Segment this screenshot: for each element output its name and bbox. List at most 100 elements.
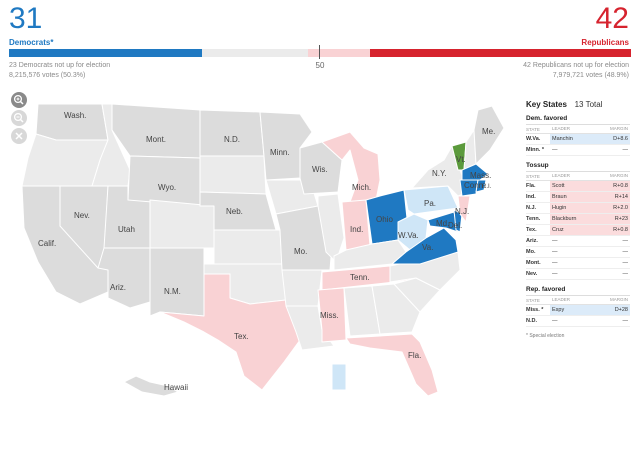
label-mo: Mo. <box>294 247 307 256</box>
col-leader: LEADER <box>552 126 571 131</box>
label-fla: Fla. <box>408 351 421 360</box>
row-margin: R+23 <box>602 214 630 224</box>
table-row[interactable]: Nev. — — <box>526 269 630 280</box>
majority-label: 50 <box>315 61 325 70</box>
state-texas[interactable] <box>159 273 301 391</box>
state-mississippi[interactable] <box>317 287 347 343</box>
state-new-jersey[interactable] <box>457 195 471 223</box>
row-leader: — <box>552 271 558 277</box>
state-maryland[interactable] <box>427 211 459 233</box>
state-virginia[interactable] <box>391 227 459 265</box>
dem-note: 23 Democrats not up for election 8,215,5… <box>9 61 110 81</box>
special-election-inset[interactable] <box>331 363 347 391</box>
row-leader: Braun <box>550 192 602 202</box>
row-state: Ariz. <box>526 238 538 244</box>
state-washington[interactable] <box>35 103 109 141</box>
dem-not-up-note: 23 Democrats not up for election <box>9 62 111 69</box>
table-row[interactable]: Mo. — — <box>526 247 630 258</box>
table-row[interactable]: Mont. — — <box>526 258 630 269</box>
col-state: STATE <box>526 126 540 132</box>
rep-not-up-note: 42 Republicans not up for election <box>523 62 629 69</box>
state-colorado[interactable] <box>149 199 215 249</box>
panel-title: Key States <box>526 100 567 109</box>
label-utah: Utah <box>118 225 135 234</box>
state-arkansas[interactable] <box>281 269 323 307</box>
state-connecticut[interactable] <box>459 179 479 197</box>
col-state: STATE <box>526 297 540 303</box>
label-del: Del. <box>448 221 462 230</box>
row-state: Tex. <box>526 227 537 233</box>
zoom-in-button[interactable] <box>11 92 27 108</box>
label-ny: N.Y. <box>432 169 447 178</box>
state-georgia[interactable] <box>371 283 421 335</box>
table-row[interactable]: Miss. * Espy D+28 <box>526 305 630 316</box>
row-leader: — <box>552 249 558 255</box>
col-leader: LEADER <box>552 173 571 178</box>
label-miss: Miss. <box>320 311 339 320</box>
table-row[interactable]: N.J. Hugin R+2.0 <box>526 203 630 214</box>
rep-votes-note: 7,979,721 votes (48.9%) <box>552 72 629 79</box>
state-north-dakota[interactable] <box>199 109 265 157</box>
row-leader: Espy <box>550 305 602 315</box>
table-row[interactable]: Fla. Scott R+0.8 <box>526 181 630 192</box>
table-row[interactable]: N.D. — — <box>526 316 630 327</box>
label-ind: Ind. <box>350 225 363 234</box>
table-row[interactable]: Tex. Cruz R+0.8 <box>526 225 630 236</box>
label-hawaii: Hawaii <box>164 383 188 392</box>
row-state: Nev. <box>526 271 538 277</box>
table-row[interactable]: Tenn. Blackburn R+23 <box>526 214 630 225</box>
close-icon <box>15 132 23 140</box>
us-senate-map[interactable]: Wash. Mont. N.D. Minn. Me. Wyo. Wis. Mic… <box>0 80 512 410</box>
table-row[interactable]: Ariz. — — <box>526 236 630 247</box>
rep-rows: Miss. * Espy D+28 N.D. — — <box>526 305 630 327</box>
label-vt: Vt. <box>456 155 466 164</box>
col-margin: MARGIN <box>610 297 628 302</box>
state-florida[interactable] <box>345 333 439 397</box>
row-leader: Blackburn <box>550 214 602 224</box>
panel-header: Key States 13 Total <box>526 100 630 109</box>
label-nd: N.D. <box>224 135 240 144</box>
panel-total: 13 Total <box>574 100 603 109</box>
label-wis: Wis. <box>312 165 328 174</box>
rep-note: 42 Republicans not up for election 7,979… <box>523 61 629 81</box>
table-row[interactable]: Ind. Braun R+14 <box>526 192 630 203</box>
state-south-dakota[interactable] <box>199 155 267 195</box>
label-ri: R.I. <box>482 184 492 190</box>
bar-rep <box>369 49 631 57</box>
zoom-out-button[interactable] <box>11 110 27 126</box>
state-kentucky[interactable] <box>333 239 407 271</box>
state-rhode-island[interactable] <box>475 179 487 193</box>
state-massachusetts[interactable] <box>461 163 489 181</box>
state-delaware[interactable] <box>453 209 463 233</box>
rep-seat-count: 42 <box>595 2 629 35</box>
bar-dem <box>9 49 202 57</box>
label-wyo: Wyo. <box>158 183 176 192</box>
row-state: N.J. <box>526 205 537 211</box>
row-leader: — <box>552 147 558 153</box>
table-row[interactable]: W.Va. Manchin D+8.6 <box>526 134 630 145</box>
table-row[interactable]: Minn. * — — <box>526 145 630 156</box>
footnote: * Special election <box>526 333 565 339</box>
table-header: STATE LEADER MARGIN <box>526 125 630 134</box>
seat-balance-bar <box>9 49 631 57</box>
label-nm: N.M. <box>164 287 181 296</box>
row-leader: Cruz <box>550 225 602 235</box>
state-hawaii[interactable] <box>123 375 179 397</box>
state-new-mexico[interactable] <box>149 247 205 317</box>
tossup-rows: Fla. Scott R+0.8 Ind. Braun R+14 N.J. Hugin R+2.… <box>526 181 630 280</box>
row-state: Miss. * <box>526 307 544 313</box>
row-margin: — <box>622 238 629 244</box>
row-state: Mont. <box>526 260 541 266</box>
label-tenn: Tenn. <box>350 273 370 282</box>
row-state: Tenn. <box>526 216 541 222</box>
state-wyoming[interactable] <box>127 155 201 207</box>
reset-map-button[interactable] <box>11 128 27 144</box>
section-tossup: Tossup STATE LEADER MARGIN Fla. Scott R+0.… <box>526 162 630 280</box>
state-montana[interactable] <box>111 103 201 159</box>
label-tex: Tex. <box>234 332 249 341</box>
label-va: Va. <box>422 243 433 252</box>
map-svg[interactable]: Wash. Mont. N.D. Minn. Me. Wyo. Wis. Mic… <box>0 80 512 410</box>
state-kansas[interactable] <box>213 229 283 265</box>
dem-rows: W.Va. Manchin D+8.6 Minn. * — — <box>526 134 630 156</box>
dem-votes-note: 8,215,576 votes (50.3%) <box>9 72 86 79</box>
